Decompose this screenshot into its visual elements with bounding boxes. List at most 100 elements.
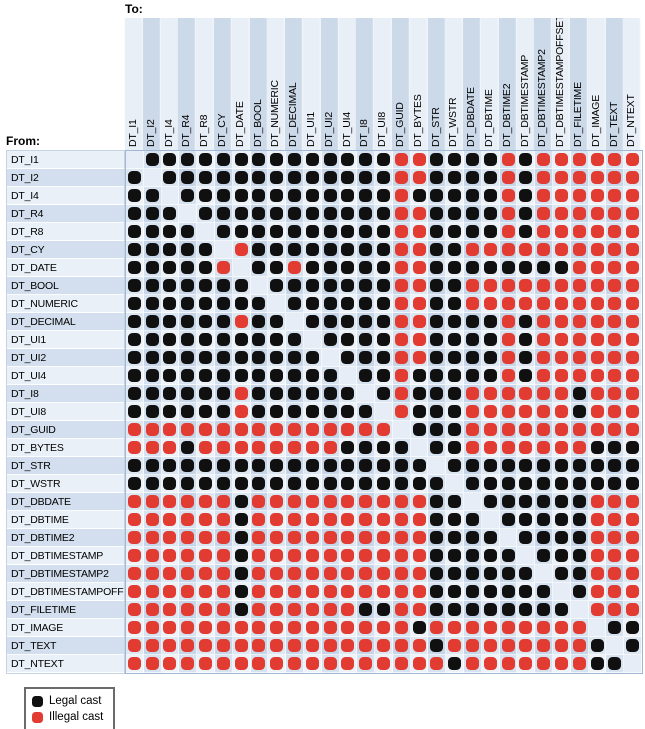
illegal-cast-dot: [376, 621, 390, 634]
legal-cast-dot: [234, 189, 248, 202]
legal-cast-dot: [234, 477, 248, 490]
matrix-cell: [161, 601, 180, 619]
matrix-cell: [535, 349, 554, 367]
matrix-cell: [321, 367, 340, 385]
matrix-cell: [214, 655, 233, 673]
matrix-cell: [392, 565, 411, 583]
matrix-cell: [143, 295, 162, 313]
row-labels: DT_I1 DT_I2 DT_I4 DT_R4 DT_R8 DT_CY DT_DATE DT_…: [6, 150, 125, 674]
illegal-cast-dot: [394, 531, 408, 544]
legal-cast-dot: [430, 603, 444, 616]
matrix-cell: [553, 349, 571, 367]
legal-cast-dot: [483, 153, 497, 166]
illegal-cast-dot: [288, 513, 302, 526]
illegal-cast-dot: [305, 549, 319, 562]
matrix-cell: [446, 439, 465, 457]
matrix-cell: [392, 385, 411, 403]
illegal-cast-dot: [323, 621, 337, 634]
illegal-cast-dot: [394, 657, 408, 670]
matrix-cell: [588, 151, 607, 169]
matrix-cell: [428, 223, 447, 241]
legend-illegal-item: Illegal cast: [32, 709, 103, 725]
legal-cast-dot: [216, 351, 230, 364]
illegal-cast-dot: [590, 207, 604, 220]
illegal-cast-dot: [590, 423, 604, 436]
matrix-cell: [553, 331, 571, 349]
legal-cast-dot: [519, 261, 533, 274]
matrix-cell: [161, 367, 180, 385]
illegal-cast-dot: [305, 495, 319, 508]
matrix-cell: [126, 619, 144, 637]
matrix-cell: [553, 151, 571, 169]
illegal-cast-dot: [394, 513, 408, 526]
matrix-cell: [179, 421, 198, 439]
illegal-cast-dot: [341, 549, 355, 562]
illegal-cast-dot: [608, 495, 622, 508]
illegal-cast-dot: [572, 207, 586, 220]
legal-cast-dot: [465, 333, 479, 346]
matrix-cell: [303, 295, 322, 313]
matrix-cell: [570, 223, 589, 241]
legal-cast-dot: [163, 405, 177, 418]
matrix-cell: [161, 295, 180, 313]
matrix-cell: [392, 637, 411, 655]
matrix-cell: [535, 223, 554, 241]
matrix-cell: [624, 295, 642, 313]
matrix-cell: [410, 205, 429, 223]
matrix-cell: [517, 205, 536, 223]
matrix-cell: [197, 457, 215, 475]
matrix-cell: [535, 385, 554, 403]
matrix-cell: [303, 241, 322, 259]
matrix-cell: [499, 331, 518, 349]
matrix-cell: [179, 565, 198, 583]
matrix-cell: [553, 223, 571, 241]
matrix-cell: [179, 475, 198, 493]
matrix-cell: [517, 169, 536, 187]
matrix-cell: [428, 421, 447, 439]
matrix-cell: [268, 403, 287, 421]
matrix-cell: [286, 601, 304, 619]
matrix-cell: [303, 277, 322, 295]
matrix-cell: [303, 151, 322, 169]
legal-cast-dot: [359, 297, 373, 310]
illegal-cast-dot: [163, 513, 177, 526]
matrix-cell: [286, 619, 304, 637]
matrix-cell: [232, 367, 251, 385]
matrix-cell: [250, 511, 269, 529]
legal-cast-dot: [234, 603, 248, 616]
illegal-cast-dot: [252, 639, 266, 652]
illegal-cast-dot: [145, 585, 159, 598]
legal-cast-dot: [305, 261, 319, 274]
illegal-cast-dot: [394, 243, 408, 256]
illegal-cast-dot: [234, 405, 248, 418]
illegal-cast-dot: [288, 621, 302, 634]
legal-cast-dot: [430, 153, 444, 166]
illegal-cast-dot: [572, 153, 586, 166]
matrix-cell: [179, 205, 198, 223]
illegal-cast-dot: [270, 657, 284, 670]
matrix-cell: [321, 529, 340, 547]
matrix-cell: [410, 601, 429, 619]
illegal-cast-dot: [216, 621, 230, 634]
legal-cast-dot: [270, 279, 284, 292]
matrix-cell: [286, 565, 304, 583]
matrix-cell: [428, 511, 447, 529]
matrix-cell: [357, 349, 376, 367]
legal-cast-dot: [448, 261, 462, 274]
legal-cast-dot: [359, 225, 373, 238]
illegal-cast-dot: [590, 405, 604, 418]
matrix-cell: [570, 349, 589, 367]
illegal-cast-dot: [127, 423, 141, 436]
legal-cast-dot: [448, 225, 462, 238]
matrix-cell: [357, 583, 376, 601]
matrix-cell: [214, 583, 233, 601]
matrix-cell: [286, 403, 304, 421]
illegal-cast-dot: [554, 405, 568, 418]
legal-cast-dot: [376, 441, 390, 454]
matrix-cell: [232, 385, 251, 403]
legal-cast-dot: [288, 369, 302, 382]
matrix-cell: [161, 205, 180, 223]
matrix-cell: [357, 367, 376, 385]
matrix-cell: [535, 151, 554, 169]
matrix-cell: [357, 385, 376, 403]
